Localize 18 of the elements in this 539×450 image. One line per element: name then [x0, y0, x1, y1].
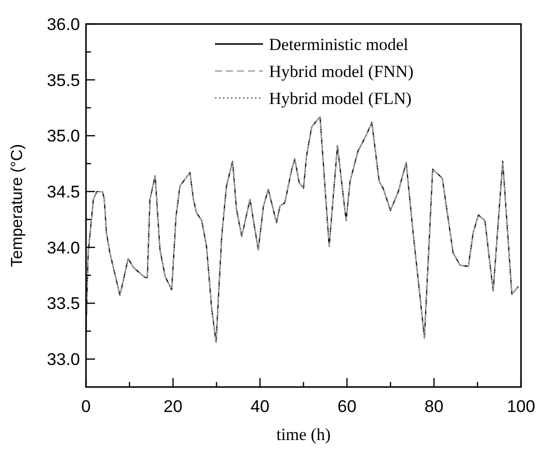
x-tick-label: 100 [506, 397, 536, 416]
y-tick-label: 35.0 [46, 126, 80, 146]
x-tick-label: 20 [164, 397, 182, 416]
y-axis-title: Temperature (°C) [9, 144, 26, 267]
x-tick-label: 40 [250, 397, 270, 416]
legend-label: Deterministic model [269, 34, 409, 54]
y-tick-label: 33.0 [46, 350, 80, 370]
x-tick-label: 0 [81, 397, 91, 416]
y-tick-label: 33.5 [46, 294, 80, 314]
legend-label: Hybrid model (FLN) [269, 88, 412, 108]
x-axis-title: time (h) [276, 425, 331, 444]
legend-label: Hybrid model (FNN) [269, 62, 414, 81]
x-tick-label: 80 [424, 397, 444, 416]
y-tick-label: 35.5 [46, 70, 80, 90]
y-tick-label: 34.0 [46, 238, 80, 258]
x-tick-label: 60 [338, 397, 356, 416]
y-tick-label: 34.5 [46, 182, 80, 202]
y-tick-label: 36.0 [46, 14, 80, 34]
